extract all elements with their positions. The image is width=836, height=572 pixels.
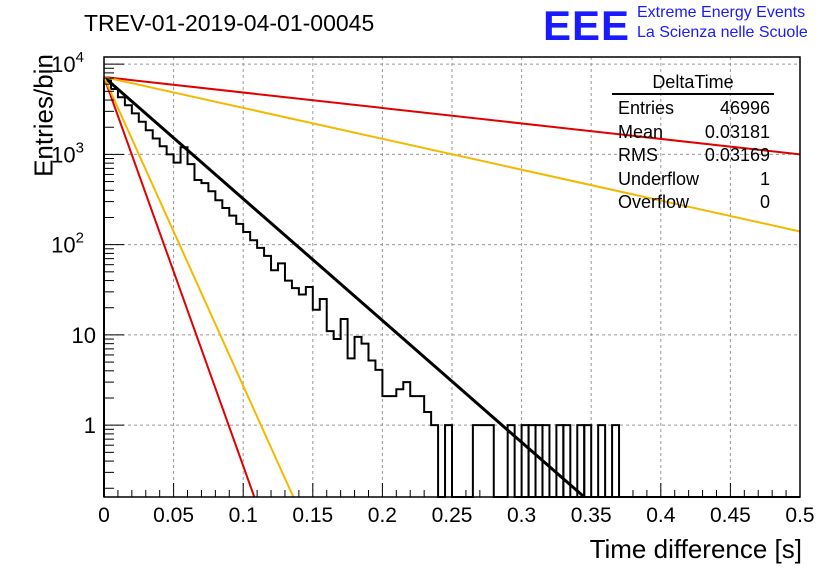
stats-box: DeltaTime Entries 46996 Mean 0.03181 RMS… — [612, 72, 774, 215]
logo-caption: Extreme Energy Events La Scienza nelle S… — [637, 3, 808, 43]
x-tick-label: 0.2 — [368, 504, 397, 527]
x-tick-label: 0.15 — [292, 504, 333, 527]
stats-value: 1 — [759, 168, 770, 189]
stats-row-entries: Entries 46996 — [612, 97, 774, 121]
stats-label: Mean — [618, 121, 664, 142]
x-tick-label: 0.5 — [785, 504, 814, 527]
logo-caption-line2: La Scienza nelle Scuole — [637, 24, 808, 41]
stats-value: 0 — [759, 192, 770, 212]
logo-caption-line1: Extreme Energy Events — [637, 4, 806, 21]
chart-title: TREV-01-2019-04-01-00045 — [84, 10, 375, 36]
histogram-bin — [611, 424, 621, 497]
x-tick-label: 0 — [98, 504, 110, 527]
histogram-bin — [555, 424, 565, 497]
stats-label: Underflow — [618, 168, 700, 189]
x-tick-label: 0.4 — [646, 504, 676, 527]
stats-label: Entries — [618, 98, 675, 118]
histogram-bin — [562, 424, 572, 497]
stats-row-underflow: Underflow 1 — [612, 168, 774, 192]
eee-logo: EEE — [543, 2, 631, 49]
y-tick-label: 102 — [51, 230, 84, 258]
x-tick-label: 0.05 — [153, 504, 194, 527]
x-tick-label: 0.45 — [710, 504, 751, 527]
fit-line — [103, 76, 801, 233]
stats-label: Overflow — [618, 192, 690, 212]
x-tick-label: 0.3 — [507, 504, 536, 527]
stats-row-mean: Mean 0.03181 — [612, 121, 774, 145]
histogram-bin — [520, 424, 530, 497]
x-axis-ticks: 0 0.05 0.1 0.15 0.2 0.25 0.3 0.35 0.4 0.45 0.5 — [98, 483, 815, 527]
fit-line — [103, 76, 256, 498]
y-tick-label: 10 — [72, 323, 96, 348]
x-tick-label: 0.25 — [432, 504, 473, 527]
histogram-bin — [576, 424, 586, 497]
x-tick-label: 0.35 — [571, 504, 612, 527]
stats-row-overflow: Overflow 0 — [612, 191, 774, 215]
y-tick-label: 1 — [84, 413, 96, 438]
stats-value: 0.03169 — [704, 145, 770, 165]
fit-line — [103, 76, 295, 498]
histogram-bin — [527, 424, 537, 497]
x-tick-label: 0.1 — [229, 504, 258, 527]
fit-lines — [103, 75, 801, 499]
stats-label: RMS — [618, 145, 658, 165]
x-axis-label: Time difference [s] — [589, 534, 802, 564]
fit-line — [103, 76, 801, 156]
stats-value: 0.03181 — [704, 121, 770, 142]
stats-value: 46996 — [719, 98, 770, 118]
histogram-bin — [583, 424, 593, 497]
histogram-bin — [597, 424, 607, 497]
y-axis-label: Entries/bin — [28, 54, 59, 177]
stats-title: DeltaTime — [612, 72, 774, 95]
stats-row-rms: RMS 0.03169 — [612, 144, 774, 168]
fit-line — [103, 75, 586, 499]
